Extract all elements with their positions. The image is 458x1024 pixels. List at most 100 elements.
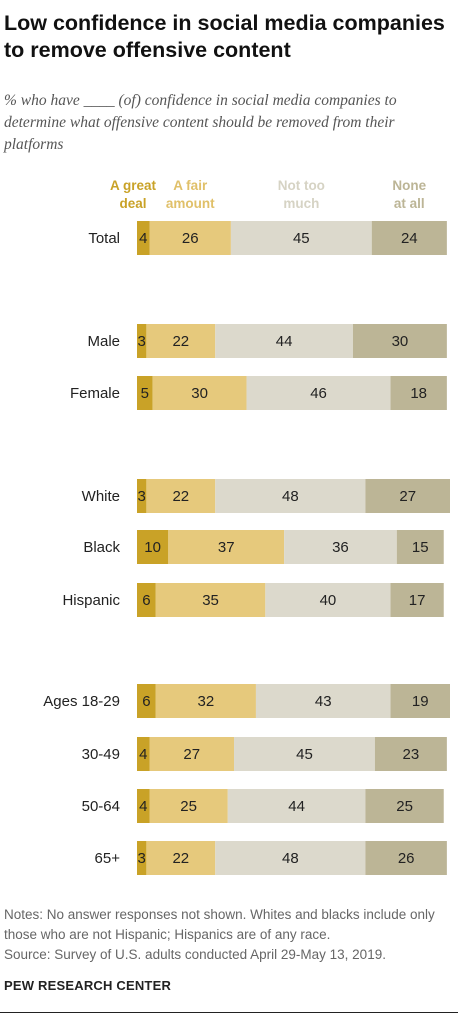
data-label: 4: [139, 230, 147, 247]
legend-label: deal: [119, 196, 146, 211]
bar-segment: [149, 789, 228, 823]
bar-segment: [155, 684, 256, 718]
data-label: 45: [296, 746, 313, 763]
legend-label: Not too: [278, 178, 325, 193]
data-label: 46: [310, 385, 327, 402]
data-label: 40: [320, 592, 337, 609]
bar-segment: [390, 684, 450, 718]
bar-segment: [374, 737, 447, 771]
bar-segment: [255, 684, 391, 718]
category-label: Total: [88, 230, 120, 247]
legend-label: A fair: [173, 178, 208, 193]
legend-label: at all: [394, 196, 425, 211]
legend-label: A great: [110, 178, 157, 193]
bar-segment: [137, 583, 156, 617]
category-label: 65+: [95, 850, 121, 867]
bar-segment: [146, 324, 216, 358]
stacked-bar-chart: A great deal A fair amount Not too much None at…: [43, 178, 450, 875]
data-label: 19: [412, 693, 429, 710]
chart-subtitle: % who have ____ (of) confidence in socia…: [4, 92, 397, 153]
data-label: 3: [138, 333, 146, 350]
bar-segment: [152, 376, 247, 410]
data-label: 6: [142, 592, 150, 609]
bar-segment: [365, 841, 447, 875]
data-label: 48: [282, 488, 299, 505]
data-label: 10: [144, 539, 161, 556]
category-label: Ages 18-29: [43, 693, 120, 710]
bar-segment: [215, 479, 366, 513]
bar-segment: [137, 324, 147, 358]
bar-segment: [390, 583, 444, 617]
data-label: 26: [182, 230, 199, 247]
chart-title: Low confidence in social media companies…: [4, 11, 445, 62]
category-label: White: [82, 488, 120, 505]
legend-label: None: [392, 178, 426, 193]
data-label: 25: [180, 798, 197, 815]
bar-segment: [230, 221, 372, 255]
data-label: 44: [276, 333, 293, 350]
data-label: 26: [398, 850, 415, 867]
category-label: Male: [87, 333, 120, 350]
data-label: 3: [138, 850, 146, 867]
bar-segment: [234, 737, 375, 771]
bar-segment: [137, 376, 153, 410]
data-label: 35: [202, 592, 219, 609]
bar-segment: [137, 789, 150, 823]
category-label: Black: [83, 539, 120, 556]
data-label: 17: [409, 592, 426, 609]
data-label: 6: [142, 693, 150, 710]
data-label: 18: [410, 385, 427, 402]
bar-segment: [137, 221, 150, 255]
bar-segment: [149, 737, 235, 771]
bar-segment: [265, 583, 391, 617]
bar-segment: [137, 737, 150, 771]
bar-segment: [137, 684, 156, 718]
category-label: Female: [70, 385, 120, 402]
data-label: 48: [282, 850, 299, 867]
data-label: 27: [399, 488, 416, 505]
data-label: 27: [183, 746, 200, 763]
bar-segment: [168, 530, 285, 564]
bar-segment: [137, 479, 147, 513]
data-label: 37: [218, 539, 235, 556]
data-label: 22: [172, 333, 189, 350]
data-label: 22: [172, 850, 189, 867]
data-label: 24: [401, 230, 418, 247]
bottom-rule: [0, 1012, 458, 1013]
bar-segment: [146, 479, 216, 513]
bar-segment: [149, 221, 231, 255]
data-label: 22: [172, 488, 189, 505]
bar-segment: [137, 530, 169, 564]
bar-segment: [365, 479, 450, 513]
bar-segment: [227, 789, 366, 823]
bar-segment: [396, 530, 444, 564]
category-label: Hispanic: [62, 592, 120, 609]
bar-segment: [215, 841, 366, 875]
category-label: 50-64: [82, 798, 120, 815]
legend-label: amount: [166, 196, 215, 211]
data-label: 43: [315, 693, 332, 710]
data-label: 15: [412, 539, 429, 556]
chart-source: Source: Survey of U.S. adults conducted …: [4, 947, 386, 962]
data-label: 30: [191, 385, 208, 402]
data-label: 32: [198, 693, 215, 710]
data-label: 23: [403, 746, 420, 763]
legend-label: much: [283, 196, 319, 211]
bar-segment: [365, 789, 444, 823]
data-label: 45: [293, 230, 310, 247]
bar-segment: [246, 376, 391, 410]
bar-segment: [146, 841, 216, 875]
bar-segment: [215, 324, 353, 358]
category-label: 30-49: [82, 746, 120, 763]
data-label: 4: [139, 798, 147, 815]
bar-segment: [390, 376, 447, 410]
data-label: 44: [288, 798, 305, 815]
bar-segment: [352, 324, 447, 358]
data-label: 25: [396, 798, 413, 815]
data-label: 30: [392, 333, 409, 350]
data-label: 4: [139, 746, 147, 763]
bar-segment: [284, 530, 397, 564]
chart-notes: Notes: No answer responses not shown. Wh…: [4, 907, 435, 942]
brand-label: PEW RESEARCH CENTER: [4, 978, 172, 993]
data-label: 5: [141, 385, 149, 402]
